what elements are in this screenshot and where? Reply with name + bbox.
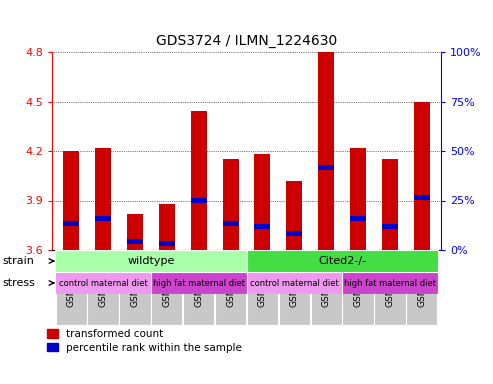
Bar [63, 151, 79, 250]
Text: GSM559818: GSM559818 [386, 252, 394, 307]
Text: GSM559822: GSM559822 [290, 252, 299, 307]
Bar [382, 224, 398, 229]
Text: strain: strain [2, 256, 35, 266]
Text: GSM559826: GSM559826 [131, 252, 140, 307]
Bar [222, 221, 239, 226]
Bar [55, 250, 246, 272]
Bar [63, 221, 79, 226]
Bar [247, 250, 278, 325]
Bar [350, 148, 366, 250]
Bar [87, 250, 119, 325]
Bar [151, 250, 182, 325]
Text: high fat maternal diet: high fat maternal diet [344, 278, 436, 288]
Text: wildtype: wildtype [127, 256, 175, 266]
Text: GSM559823: GSM559823 [418, 252, 426, 307]
Bar [127, 214, 143, 250]
Bar [350, 216, 366, 221]
Bar [215, 250, 246, 325]
Bar [286, 231, 302, 236]
Bar [382, 159, 398, 250]
Bar [191, 111, 207, 250]
Bar [222, 159, 239, 250]
Bar [246, 250, 438, 272]
Bar [406, 250, 437, 325]
Bar [246, 272, 342, 294]
Text: GSM559817: GSM559817 [353, 252, 362, 307]
Bar [414, 101, 430, 250]
Text: GSM559819: GSM559819 [162, 252, 171, 307]
Text: control maternal diet: control maternal diet [250, 278, 339, 288]
Text: GSM559827: GSM559827 [226, 252, 235, 307]
Bar [318, 165, 334, 170]
Text: GSM559616: GSM559616 [258, 252, 267, 307]
Bar [159, 204, 175, 250]
Bar [56, 250, 87, 325]
Bar [286, 181, 302, 250]
Bar [279, 250, 310, 325]
Text: Cited2-/-: Cited2-/- [318, 256, 366, 266]
Bar [342, 272, 438, 294]
Title: GDS3724 / ILMN_1224630: GDS3724 / ILMN_1224630 [156, 34, 337, 48]
Text: GSM559820: GSM559820 [67, 252, 75, 307]
Bar [374, 250, 406, 325]
Bar [343, 250, 374, 325]
Text: GSM559825: GSM559825 [99, 252, 107, 307]
Bar [95, 216, 111, 221]
Bar [414, 195, 430, 200]
Legend: transformed count, percentile rank within the sample: transformed count, percentile rank withi… [47, 329, 242, 353]
Text: control maternal diet: control maternal diet [59, 278, 147, 288]
Bar [55, 272, 151, 294]
Bar [311, 250, 342, 325]
Text: stress: stress [2, 278, 35, 288]
Text: GSM559821: GSM559821 [194, 252, 203, 307]
Bar [127, 239, 143, 244]
Bar [95, 148, 111, 250]
Bar [254, 154, 271, 250]
Bar [151, 272, 246, 294]
Bar [119, 250, 150, 325]
Bar [318, 52, 334, 250]
Bar [183, 250, 214, 325]
Bar [191, 198, 207, 203]
Bar [159, 241, 175, 246]
Bar [254, 224, 271, 229]
Text: GSM559824: GSM559824 [322, 252, 331, 307]
Text: high fat maternal diet: high fat maternal diet [153, 278, 245, 288]
